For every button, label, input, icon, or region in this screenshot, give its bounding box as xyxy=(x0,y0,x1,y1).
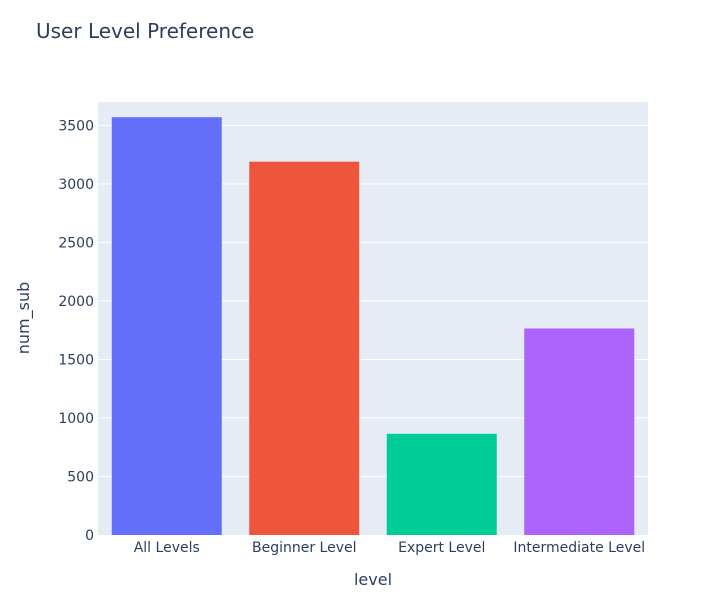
y-tick-label: 500 xyxy=(67,469,94,485)
y-axis-ticks: 0 500 1000 1500 2000 2500 3000 3500 xyxy=(58,118,94,544)
y-tick-label: 3000 xyxy=(58,177,94,193)
y-tick-label: 1500 xyxy=(58,352,94,368)
x-tick-label: Intermediate Level xyxy=(513,540,645,556)
y-tick-label: 2000 xyxy=(58,294,94,310)
x-tick-label: Expert Level xyxy=(398,540,485,556)
x-tick-label: Beginner Level xyxy=(252,540,357,556)
y-tick-label: 3500 xyxy=(58,118,94,134)
bars xyxy=(111,117,635,536)
x-tick-label: All Levels xyxy=(134,540,200,556)
y-tick-label: 2500 xyxy=(58,235,94,251)
x-axis-title: level xyxy=(354,570,392,589)
y-tick-label: 1000 xyxy=(58,411,94,427)
bar-beginner-level[interactable] xyxy=(249,161,360,535)
bar-intermediate-level[interactable] xyxy=(524,328,635,535)
bar-all-levels[interactable] xyxy=(111,117,222,536)
y-axis-title: num_sub xyxy=(14,282,34,355)
bar-expert-level[interactable] xyxy=(386,433,497,535)
y-tick-label: 0 xyxy=(85,528,94,544)
x-axis-ticks: All Levels Beginner Level Expert Level Inte… xyxy=(134,540,645,556)
chart-title: User Level Preference xyxy=(36,19,254,43)
